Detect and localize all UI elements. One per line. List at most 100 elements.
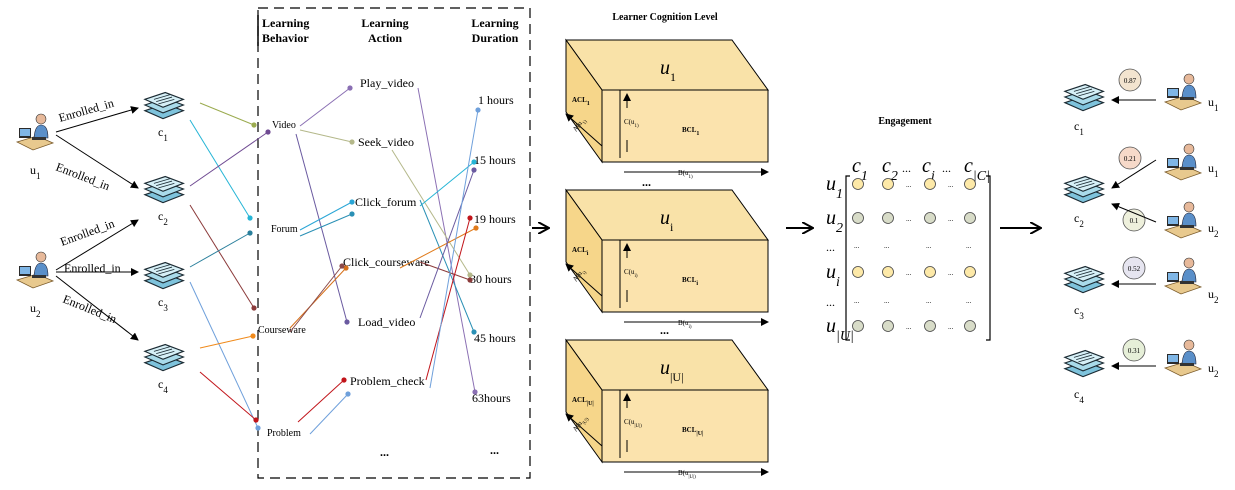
- matrix-ellipsis: ...: [948, 323, 954, 331]
- action-node: [345, 391, 351, 397]
- matrix-col-label: c2: [882, 155, 898, 184]
- duration-node: [471, 159, 477, 165]
- action-duration-link: [419, 199, 475, 333]
- matrix-cell: [882, 178, 894, 190]
- result-course-icon: [1064, 265, 1104, 294]
- matrix-cell: [924, 266, 936, 278]
- behavior-action-link: [289, 265, 343, 333]
- engagement-score-value: 0.52: [1128, 265, 1141, 273]
- engagement-score-circle: [1122, 338, 1146, 362]
- result-course-icon: [1064, 83, 1104, 112]
- matrix-cell: [882, 212, 894, 224]
- matrix-row-label: u|U|: [826, 315, 854, 344]
- course-label: c2: [158, 209, 168, 227]
- engagement-score-value: 0.31: [1128, 347, 1141, 355]
- course-label: c1: [158, 125, 168, 143]
- enrolled-in-arrow: [55, 134, 139, 189]
- matrix-cell: [852, 212, 864, 224]
- engagement-score-circle: [1122, 208, 1146, 232]
- behavior-node: [265, 129, 271, 135]
- a-axis: [565, 413, 603, 447]
- result-user-label: u2: [1208, 221, 1219, 239]
- user-icon: [16, 251, 54, 289]
- action-label: Seek_video: [358, 135, 414, 149]
- matrix-cell: [924, 320, 936, 332]
- action-node: [343, 265, 349, 271]
- behavior-label: Forum: [271, 224, 298, 235]
- duration-label: ...: [490, 443, 499, 457]
- cognition-box-front: [601, 389, 769, 463]
- cognition-user-label: u1: [660, 57, 676, 84]
- c-label: C(ui): [624, 268, 638, 279]
- enrolled-in-label: Enrolled_in: [61, 292, 119, 326]
- matrix-col-label: ...: [902, 161, 911, 175]
- action-duration-link: [391, 149, 471, 276]
- engagement-score-circle: [1118, 146, 1142, 170]
- c-label: C(u|U|): [624, 418, 642, 429]
- matrix-bracket-right: [986, 175, 991, 341]
- header-behavior: Learning: [262, 16, 309, 30]
- acl-label: ACLi: [572, 246, 589, 257]
- behavior-label: Courseware: [258, 325, 306, 336]
- a-axis: [565, 263, 603, 297]
- matrix-cell: [924, 178, 936, 190]
- behavior-node: [253, 417, 259, 423]
- matrix-col-label: cj: [922, 155, 935, 184]
- cognition-box-front: [601, 89, 769, 163]
- result-user-icon: [1164, 73, 1202, 111]
- behavior-node: [255, 425, 261, 431]
- matrix-cell: [852, 178, 864, 190]
- behavior-action-link: [309, 393, 349, 435]
- matrix-cell: [964, 266, 976, 278]
- course-stack-icon: [144, 91, 184, 120]
- result-user-label: u2: [1208, 287, 1219, 305]
- course-stack-icon: [144, 175, 184, 204]
- duration-label: 45 hours: [474, 331, 516, 345]
- header-duration: Learning: [471, 16, 518, 30]
- cognition-box-front: [601, 239, 769, 313]
- matrix-cell: [852, 266, 864, 278]
- result-course-label: c2: [1074, 211, 1084, 229]
- behavior-node: [251, 122, 257, 128]
- diagram-layer: u1 u2 c1 c2 c3 c4 Enrolled_in Enrolled_in Enroll…: [16, 7, 1219, 480]
- action-label: Problem_check: [350, 374, 425, 388]
- engagement-score-circle: [1118, 68, 1142, 92]
- action-label: Play_video: [360, 76, 414, 90]
- user-icon: [16, 113, 54, 151]
- b-label: B(ui): [678, 319, 692, 330]
- action-node: [339, 263, 345, 269]
- course-behavior-link: [189, 131, 269, 187]
- duration-node: [475, 107, 481, 113]
- behavior-node: [251, 305, 257, 311]
- result-course-label: c3: [1074, 303, 1084, 321]
- course-stack-icon: [144, 343, 184, 372]
- learning-records-box: [257, 7, 531, 479]
- enrolled-in-label: Enrolled_in: [58, 216, 116, 249]
- bcl-label: BCLi: [682, 276, 698, 287]
- enrolled-in-arrow: [55, 106, 139, 133]
- action-duration-link: [417, 87, 476, 393]
- enrolled-in-arrow: [55, 275, 139, 341]
- course-behavior-link: [189, 119, 251, 219]
- user-label: u2: [30, 301, 41, 319]
- matrix-col-label: ...: [942, 161, 951, 175]
- course-behavior-link: [199, 371, 257, 421]
- bcl-label: BCL1: [682, 126, 699, 137]
- matrix-ellipsis: ...: [906, 269, 912, 277]
- course-behavior-link: [199, 102, 255, 126]
- matrix-ellipsis: ...: [948, 269, 954, 277]
- action-label: Click_courseware: [343, 255, 430, 269]
- duration-node: [473, 225, 479, 231]
- cognition-user-label: u|U|: [660, 357, 683, 384]
- bcl-label: BCL|U|: [682, 426, 703, 437]
- matrix-ellipsis: ...: [926, 297, 932, 305]
- matrix-cell: [964, 212, 976, 224]
- matrix-cell: [964, 178, 976, 190]
- course-stack-icon: [144, 261, 184, 290]
- cognition-title: Learner Cognition Level: [612, 12, 718, 23]
- duration-label: 30 hours: [470, 272, 512, 286]
- result-arrow: [1111, 159, 1157, 189]
- header-behavior: Behavior: [262, 31, 309, 45]
- action-node: [349, 211, 355, 217]
